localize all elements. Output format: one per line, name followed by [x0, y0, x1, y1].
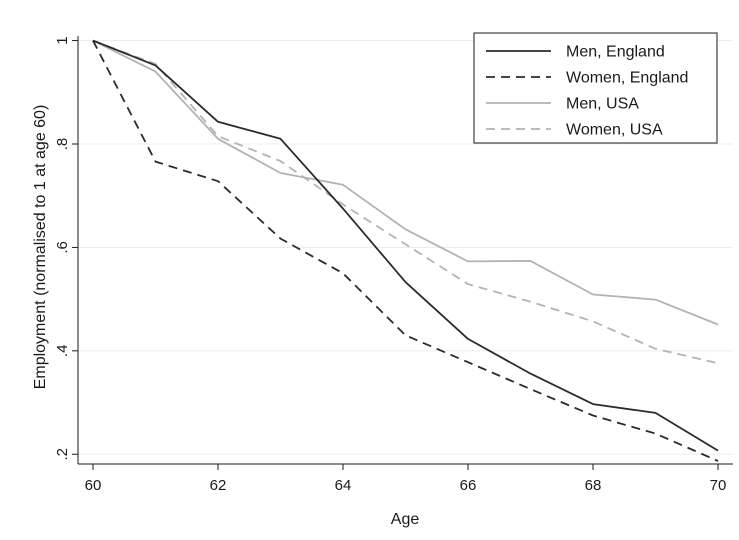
- legend-label: Men, England: [566, 44, 665, 61]
- y-tick-label: .8: [54, 138, 71, 151]
- x-tick-label: 64: [335, 477, 352, 494]
- y-tick-label: 1: [54, 36, 71, 44]
- axes: [77, 36, 733, 465]
- x-tick-label: 66: [460, 477, 477, 494]
- x-axis-title: Age: [391, 511, 420, 528]
- legend-label: Women, USA: [566, 122, 663, 139]
- x-tick-label: 70: [710, 477, 727, 494]
- series-lines: [92, 39, 719, 462]
- x-tick-label: 68: [585, 477, 602, 494]
- legend-label: Men, USA: [566, 96, 639, 113]
- legend: Men, England Women, England Men, USA Women,…: [473, 32, 718, 144]
- series-line-women-usa: [92, 39, 719, 365]
- y-axis-title: Employment (normalised to 1 at age 60): [32, 105, 49, 390]
- x-axis-ticks: 60 62 64 66 68 70: [85, 464, 727, 494]
- legend-label: Women, England: [566, 70, 688, 87]
- y-tick-label: .6: [54, 241, 71, 254]
- series-line-men-england: [92, 39, 719, 452]
- x-tick-label: 60: [85, 477, 102, 494]
- y-axis-ticks: .2 .4 .6 .8 1: [54, 36, 78, 461]
- y-tick-label: .2: [54, 448, 71, 461]
- y-gridlines: [78, 40, 733, 455]
- series-line-men-usa: [92, 39, 719, 326]
- x-tick-label: 62: [210, 477, 227, 494]
- y-tick-label: .4: [54, 345, 71, 358]
